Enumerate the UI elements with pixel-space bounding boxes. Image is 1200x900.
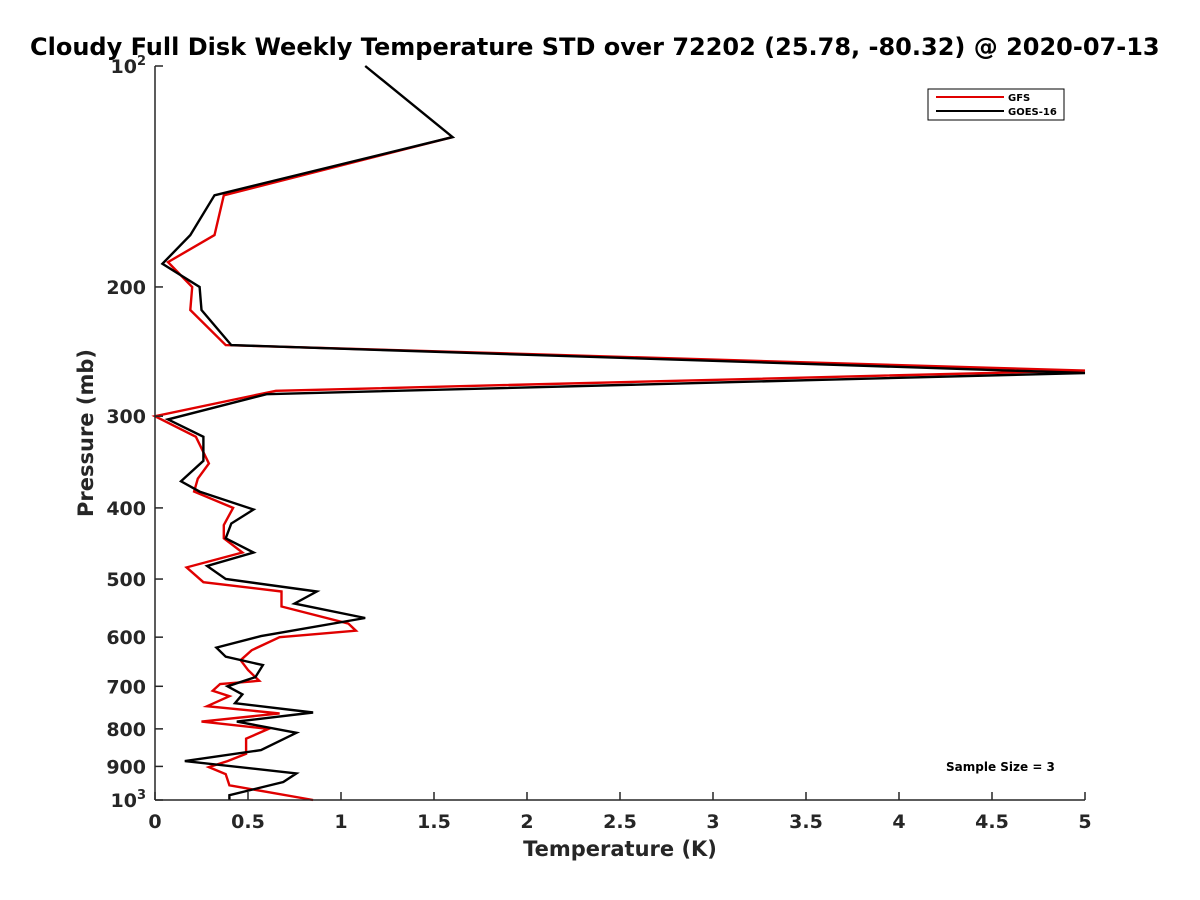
y-tick-label: 600 xyxy=(106,627,146,649)
x-tick-label: 1.5 xyxy=(417,811,451,833)
y-tick-label: 900 xyxy=(106,756,146,778)
x-tick-label: 1 xyxy=(334,811,347,833)
series-line-0 xyxy=(151,135,1086,802)
y-axis-label: Pressure (mb) xyxy=(74,349,98,517)
x-tick-label: 4 xyxy=(892,811,905,833)
x-tick-label: 0 xyxy=(148,811,161,833)
legend-label-gfs: GFS xyxy=(1008,93,1030,104)
x-tick-label: 0.5 xyxy=(231,811,265,833)
x-tick-label: 2.5 xyxy=(603,811,637,833)
x-tick-label: 5 xyxy=(1078,811,1091,833)
y-tick-label: 700 xyxy=(106,676,146,698)
x-tick-label: 2 xyxy=(520,811,533,833)
x-tick-label: 4.5 xyxy=(975,811,1009,833)
y-tick-label: 400 xyxy=(106,498,146,520)
legend-box xyxy=(927,88,1065,121)
y-tick-label: 102 xyxy=(111,54,147,78)
x-tick-label: 3.5 xyxy=(789,811,823,833)
y-ticks: 102 200 300 400 500 600 700 800 900 103 xyxy=(106,54,163,812)
series-layer xyxy=(151,65,1086,802)
y-tick-label: 300 xyxy=(106,406,146,428)
chart-title: Cloudy Full Disk Weekly Temperature STD … xyxy=(30,33,1160,61)
x-tick-label: 3 xyxy=(706,811,719,833)
series-line-1 xyxy=(160,65,1086,800)
x-ticks: 0 0.5 1 1.5 2 2.5 3 3.5 4 4.5 5 xyxy=(148,792,1092,833)
x-axis-label: Temperature (K) xyxy=(523,837,717,861)
legend-label-goes16: GOES-16 xyxy=(1008,107,1057,118)
y-tick-label: 800 xyxy=(106,719,146,741)
y-tick-label: 500 xyxy=(106,569,146,591)
y-tick-label: 200 xyxy=(106,277,146,299)
sample-size-annotation: Sample Size = 3 xyxy=(946,760,1055,774)
y-tick-label: 103 xyxy=(111,788,147,812)
legend: GFS GOES-16 xyxy=(927,88,1065,121)
